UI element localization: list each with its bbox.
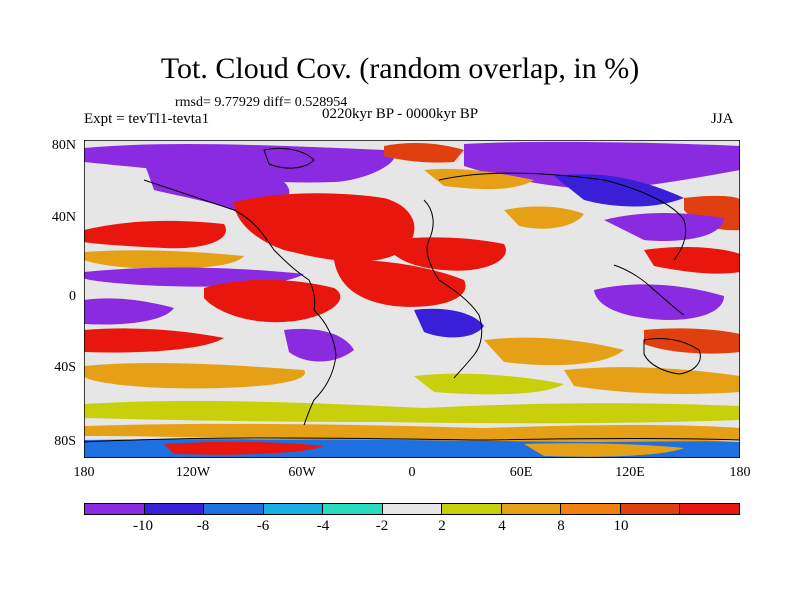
coastlines [84, 147, 740, 443]
x-tick-label: 120E [615, 465, 645, 480]
colorbar-swatch [561, 504, 621, 514]
cloud-cover-map [84, 140, 740, 458]
y-tick-label: 80S [54, 434, 76, 449]
x-tick-label: 180 [729, 465, 751, 480]
x-tick-label: 120W [175, 465, 211, 480]
colorbar-label: -10 [133, 518, 153, 534]
colorbar-swatch [680, 504, 740, 514]
colorbar-label: 10 [613, 518, 629, 534]
colorbar-swatch [204, 504, 264, 514]
colorbar-label: 4 [498, 518, 506, 534]
y-tick-label: 0 [69, 289, 76, 304]
y-tick-label: 80N [51, 138, 76, 153]
experiment-label: Expt = tevTl1-tevta1 [84, 111, 210, 127]
colorbar-swatch [85, 504, 145, 514]
period-label: 0220kyr BP - 0000kyr BP [322, 106, 479, 122]
x-tick-label: 60W [288, 465, 316, 480]
colorbar-swatch [620, 504, 681, 514]
colorbar-label: -4 [316, 518, 330, 534]
colorbar-label: -6 [256, 518, 270, 534]
colorbar-label: 2 [438, 518, 446, 534]
colorbar-swatch [323, 504, 383, 514]
x-tick-label: 60E [509, 465, 533, 480]
colorbar-swatch [442, 504, 502, 514]
map-title: Tot. Cloud Cov. (random overlap, in %) [160, 52, 640, 85]
x-tick-label: 180 [73, 465, 95, 480]
rmsd-diff-stats: rmsd= 9.77929 diff= 0.528954 [175, 95, 348, 110]
colorbar [84, 503, 740, 515]
colorbar-label: -8 [196, 518, 210, 534]
colorbar-swatch [382, 504, 443, 514]
y-tick-label: 40N [51, 210, 76, 225]
season-label: JJA [711, 111, 734, 127]
colorbar-swatch [501, 504, 562, 514]
colorbar-label: 8 [557, 518, 565, 534]
colorbar-swatch [144, 504, 205, 514]
x-tick-label: 0 [408, 465, 416, 480]
colorbar-label: -2 [375, 518, 389, 534]
colorbar-swatch [263, 504, 324, 514]
y-tick-label: 40S [54, 360, 76, 375]
